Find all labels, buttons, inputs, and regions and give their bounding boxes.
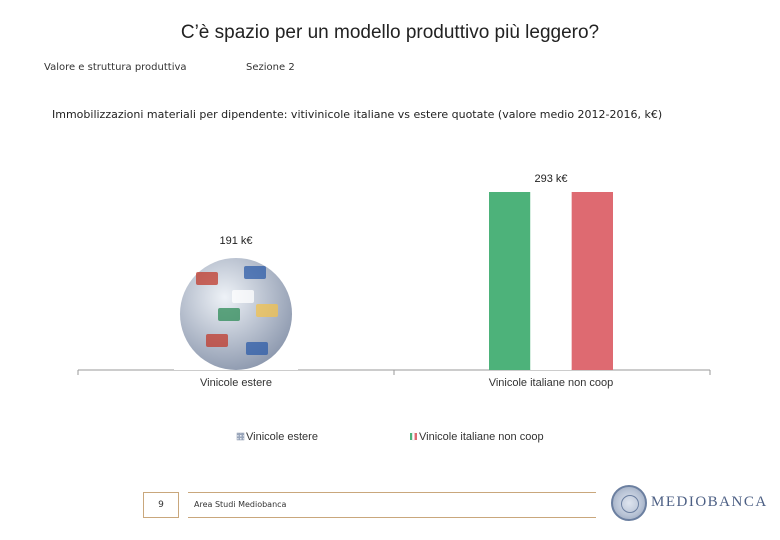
mediobanca-logo: MEDIOBANCA <box>651 494 768 510</box>
legend-label-1: Vinicole italiane non coop <box>419 431 544 443</box>
globe-flag-patch <box>206 333 228 347</box>
data-label-1: 293 k€ <box>534 173 567 185</box>
mediobanca-seal-icon <box>611 485 647 521</box>
page-number: 9 <box>143 492 179 518</box>
legend-swatch-1-green <box>410 433 413 440</box>
globe-flag-patch <box>232 289 254 303</box>
chart-title: Immobilizzazioni materiali per dipendent… <box>52 108 663 121</box>
section-label: Valore e struttura produttiva <box>44 62 187 73</box>
legend-swatch-1-white <box>412 432 415 441</box>
bar-italiane-white-stripe <box>530 192 572 370</box>
bar-italiane-red-stripe <box>571 192 613 370</box>
bar-italiane-green-stripe <box>489 192 531 370</box>
department-label: Area Studi Mediobanca <box>188 492 596 518</box>
globe-flag-patch <box>196 271 218 285</box>
globe-flag-patch <box>246 341 268 355</box>
globe-flag-patch <box>256 303 278 317</box>
legend-swatch-0 <box>236 432 245 441</box>
globe-flag-patch <box>218 307 240 321</box>
data-label-0: 191 k€ <box>219 235 252 247</box>
legend-label-0: Vinicole estere <box>246 431 318 443</box>
page-title: C’è spazio per un modello produttivo più… <box>180 22 600 43</box>
section-number: Sezione 2 <box>246 62 295 73</box>
legend-swatch-1-red <box>414 433 417 440</box>
x-tick-label-0: Vinicole estere <box>200 377 272 389</box>
globe-flag-patch <box>244 265 266 279</box>
x-tick-label-1: Vinicole italiane non coop <box>489 377 614 389</box>
